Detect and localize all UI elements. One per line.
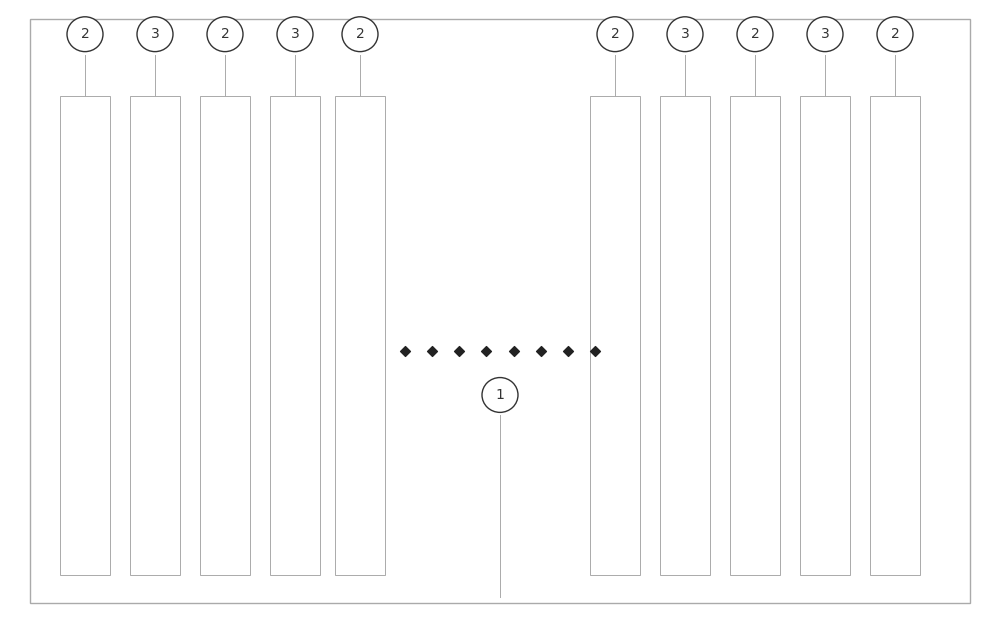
Bar	[730, 96, 780, 575]
Text: 2: 2	[221, 27, 229, 41]
Bar	[660, 96, 710, 575]
Bar	[270, 96, 320, 575]
Ellipse shape	[667, 17, 703, 52]
Text: 3: 3	[681, 27, 689, 41]
Ellipse shape	[207, 17, 243, 52]
Text: 2: 2	[356, 27, 364, 41]
Text: 2: 2	[891, 27, 899, 41]
Text: 2: 2	[611, 27, 619, 41]
Ellipse shape	[342, 17, 378, 52]
Point	[587, 346, 603, 356]
Ellipse shape	[137, 17, 173, 52]
Bar	[590, 96, 640, 575]
Point	[533, 346, 549, 356]
Text: 3: 3	[821, 27, 829, 41]
Point	[397, 346, 413, 356]
Ellipse shape	[597, 17, 633, 52]
Bar	[60, 96, 110, 575]
Point	[451, 346, 467, 356]
Text: 3: 3	[291, 27, 299, 41]
Point	[506, 346, 522, 356]
Point	[560, 346, 576, 356]
Bar	[200, 96, 250, 575]
Point	[424, 346, 440, 356]
Ellipse shape	[67, 17, 103, 52]
Bar	[130, 96, 180, 575]
Point	[478, 346, 494, 356]
Ellipse shape	[877, 17, 913, 52]
Ellipse shape	[807, 17, 843, 52]
Text: 2: 2	[751, 27, 759, 41]
Ellipse shape	[482, 378, 518, 412]
Bar	[870, 96, 920, 575]
Text: 1: 1	[496, 388, 504, 402]
Ellipse shape	[737, 17, 773, 52]
Bar	[800, 96, 850, 575]
Text: 3: 3	[151, 27, 159, 41]
Bar	[335, 96, 385, 575]
Ellipse shape	[277, 17, 313, 52]
Text: 2: 2	[81, 27, 89, 41]
